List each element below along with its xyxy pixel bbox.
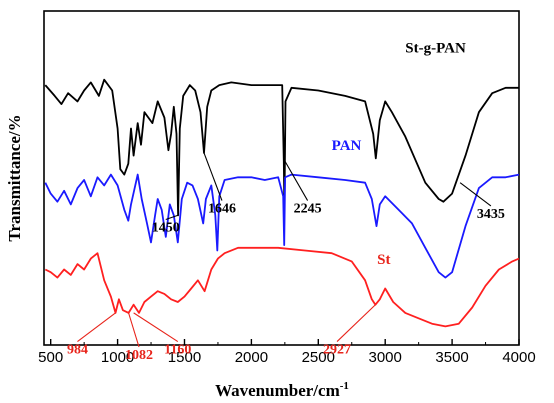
x-ticks: 500 1000 1500 2000 2500 3000 3500 4000 [38, 339, 536, 366]
x-axis-title: Wavenumber/cm-1 [215, 380, 349, 400]
annotation-leader [203, 152, 223, 201]
annotation-leader [128, 312, 140, 348]
x-tick-label: 3500 [435, 349, 468, 366]
x-tick-label: 2500 [302, 349, 335, 366]
series-line-2 [44, 173, 520, 279]
annotation-leader [459, 182, 492, 207]
annotation-label: 1082 [125, 348, 153, 363]
series-line-1 [44, 78, 519, 217]
annotation-label: 2927 [323, 343, 351, 358]
series-label: PAN [332, 138, 362, 154]
x-tick-label: 1000 [101, 349, 134, 366]
plot-frame [43, 10, 520, 346]
series-label: St [377, 252, 390, 268]
x-tick-label: 4000 [502, 349, 535, 366]
series-line-3 [44, 246, 520, 328]
annotation-leader [336, 304, 376, 342]
annotation-label: 3435 [477, 207, 505, 222]
annotation-layer: 1450 1646 2245 3435 984 1082 1160 2927 [67, 152, 505, 363]
annotation-label: 1450 [152, 221, 180, 236]
x-tick-label: 3000 [369, 349, 402, 366]
x-tick-label: 2000 [235, 349, 268, 366]
series-label: St-g-PAN [405, 41, 466, 57]
annotation-label: 1160 [164, 343, 191, 358]
x-tick-label: 1500 [168, 349, 201, 366]
annotation-leader [165, 214, 179, 221]
annotation-leader [77, 312, 116, 342]
x-tick-label: 500 [38, 349, 63, 366]
annotation-leader [284, 160, 309, 201]
series-layer: St-g-PAN PAN St [44, 41, 520, 328]
y-axis-title: Transmittance/% [5, 114, 24, 241]
annotation-leader [133, 312, 179, 343]
annotation-label: 984 [67, 343, 88, 358]
annotation-label: 1646 [208, 202, 236, 217]
annotation-label: 2245 [294, 202, 322, 217]
